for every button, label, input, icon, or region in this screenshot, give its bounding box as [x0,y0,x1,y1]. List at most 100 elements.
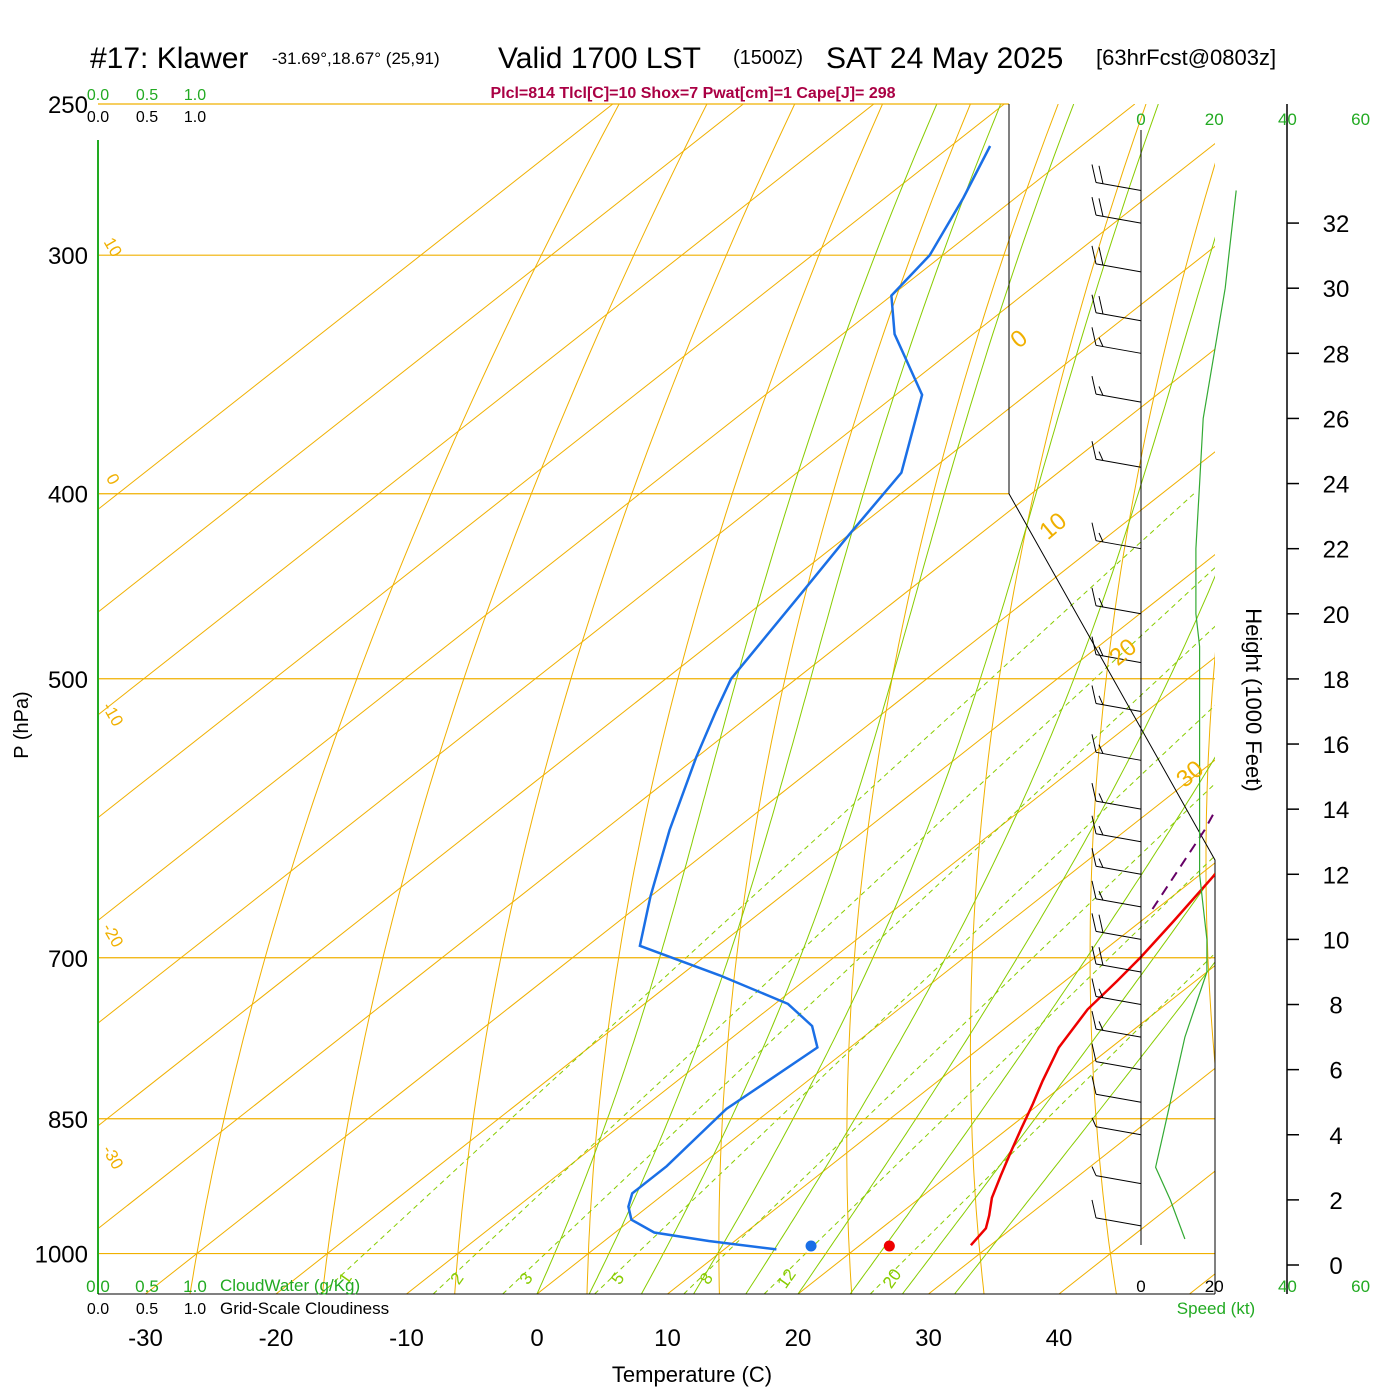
moist-adiabat-line [640,104,1075,1294]
isotherm-label: 10 [1034,507,1072,545]
cloudwater-scale-label: 1.0 [184,87,206,104]
wind-barb-feather [1091,164,1097,183]
wind-barb-feather [1098,914,1104,933]
cloudiness-scale-label: 0.5 [136,109,158,126]
wind-barb-feather [1098,1021,1104,1031]
surface-dewpoint-marker [805,1240,817,1252]
wind-barb-feather [1098,198,1104,217]
wind-barb-staff [1095,1061,1142,1071]
mixing-ratio-label: 20 [879,1265,905,1291]
wind-barb-staff [1095,540,1142,550]
cloudiness-scale-label: 0.0 [87,109,109,126]
dry-adiabat-line [969,104,1147,1294]
wind-barb-feather [1091,848,1097,867]
wind-barb-feather [1091,685,1097,704]
wind-barb-feather [1091,1117,1097,1127]
isotherm-line [98,104,744,613]
dry-adiabat-label: -10 [98,699,127,730]
wind-barb-staff [1095,312,1142,322]
height-tick-label: 14 [1323,797,1350,824]
wind-barb [1091,245,1142,273]
speed-tick-label-bottom: 0 [1136,1277,1145,1296]
wind-barb-feather [1091,636,1097,655]
wind-barb-feather [1098,247,1104,266]
speed-tick-label-top: 60 [1351,110,1370,129]
speed-tick-label-top: 0 [1136,110,1145,129]
dry-adiabat-line [321,104,708,1294]
mixing-ratio-line [683,782,1215,1294]
sounding-indices: Plcl=814 Tlcl[C]=10 Shox=7 Pwat[cm]=1 Ca… [490,85,895,102]
height-tick-label: 32 [1323,211,1350,238]
wind-barb [1091,734,1142,761]
wind-speed-profile [1154,190,1237,1240]
wind-barb-feather [1091,196,1097,216]
temperature-tick-label: -10 [389,1325,424,1352]
wind-barb-feather [1098,744,1104,754]
cloudwater-scale-label: 0.5 [136,87,158,104]
height-tick-label: 20 [1323,602,1350,629]
temperature-tick-label: 0 [530,1325,543,1352]
temperature-axis-label: Temperature (C) [612,1362,772,1387]
wind-barb-feather [1091,327,1097,346]
wind-barb-feather [1098,165,1104,184]
isotherm-label: 0 [1005,325,1033,354]
cloudwater-scale-label: 0.0 [86,1277,110,1296]
mixing-ratio-line [502,625,1215,1294]
dry-adiabat-line [718,104,971,1294]
mixing-ratio-line [594,704,1215,1294]
wind-barb [1091,587,1142,615]
dry-adiabat-label: -20 [98,920,127,951]
wind-barb-staff [1095,800,1142,810]
pressure-axis-label: P (hPa) [11,691,33,758]
wind-barb-feather [1091,441,1097,460]
height-tick-label: 26 [1323,406,1350,433]
wind-barb [1091,1076,1142,1103]
wind-barb-feather [1091,522,1097,541]
moist-adiabat-line [954,961,1215,1294]
wind-barb-staff [1095,182,1142,192]
wind-barb-staff [1095,898,1142,908]
isotherm-line [145,451,1215,1294]
wind-barb-feather [1098,695,1104,705]
cloudiness-label: Grid-Scale Cloudiness [220,1299,389,1318]
wind-barb [1091,164,1142,192]
wind-barb-staff [1095,1217,1142,1227]
moist-adiabat-line [745,236,1215,1294]
wind-barb-feather [1091,1199,1097,1219]
speed-axis-label: Speed (kt) [1177,1299,1255,1318]
dry-adiabat-line [1205,651,1215,1070]
isotherm-line [98,142,1215,1024]
wind-barb-staff [1095,963,1142,973]
height-tick-label: 18 [1323,667,1350,694]
surface-temperature-marker [883,1240,895,1252]
moist-adiabat-line [849,756,1215,1294]
wind-barb-feather [1091,783,1097,802]
wind-barb [1091,1010,1142,1038]
wind-barb-feather [1098,337,1104,347]
wind-barb-staff [1095,654,1142,664]
wind-barb-feather [1098,988,1104,999]
wind-barb-feather [1098,295,1104,315]
temperature-tick-label: 20 [785,1325,812,1352]
wind-barb-feather [1091,734,1097,753]
pressure-tick-label: 700 [48,946,88,973]
wind-barb-staff [1095,214,1142,224]
wind-barb-staff [1095,751,1142,761]
wind-barb-staff [1095,605,1142,615]
height-tick-label: 30 [1323,276,1350,303]
isotherm-line [1189,1273,1215,1294]
isotherm-line [98,348,1215,1230]
height-axis-label: Height (1000 Feet) [1241,608,1266,791]
wind-barb-feather [1091,1010,1097,1030]
wind-barb-feather [1098,386,1104,396]
wind-barb [1091,1199,1142,1227]
station-title: #17: Klawer [90,42,248,75]
height-tick-label: 16 [1323,732,1350,759]
pressure-tick-label: 250 [48,92,88,119]
valid-time: Valid 1700 LST [498,42,701,75]
wind-barb-staff [1095,393,1142,403]
moist-adiabat-line [902,871,1215,1294]
cloudiness-scale-label: 0.5 [136,1301,158,1318]
speed-tick-label-bottom: 40 [1278,1277,1297,1296]
